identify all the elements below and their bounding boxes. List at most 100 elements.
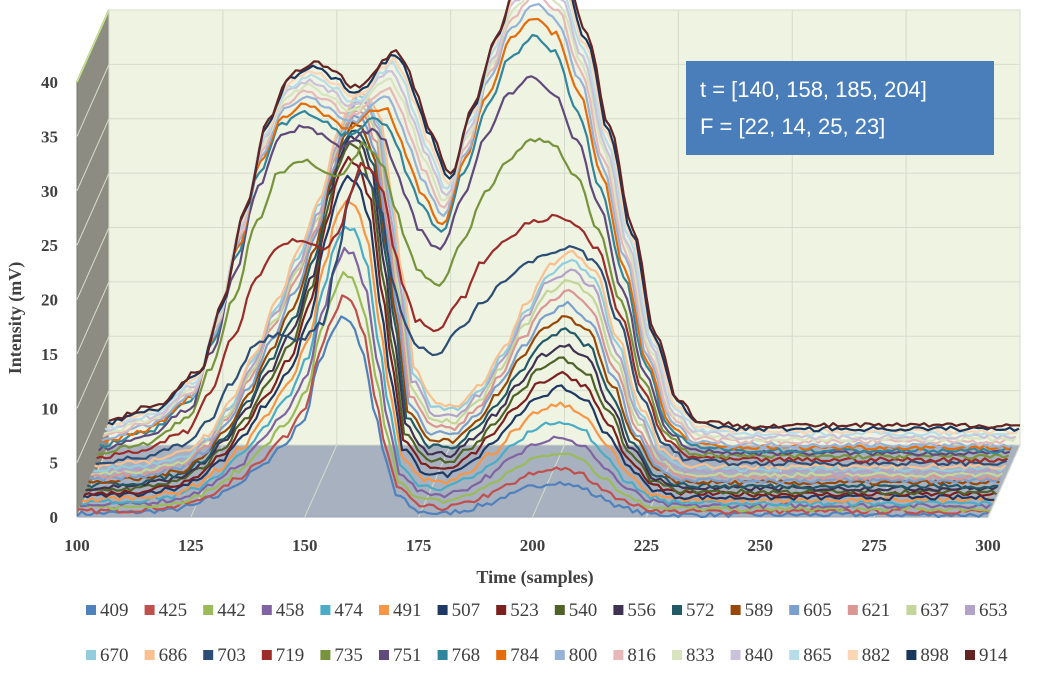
- annotation-background: [686, 61, 994, 155]
- series-line-507: [82, 174, 995, 502]
- gridline-horizontal-side: [76, 336, 110, 409]
- x-tick-label: 125: [178, 536, 204, 555]
- legend-label: 768: [452, 645, 481, 666]
- legend-label: 703: [217, 645, 246, 666]
- legend-entry: 589: [730, 600, 774, 621]
- legend-label: 784: [510, 645, 539, 666]
- annotation-line-times: t = [140, 158, 185, 204]: [700, 77, 927, 102]
- legend-label: 686: [159, 645, 188, 666]
- legend-entry: 605: [789, 600, 832, 621]
- legend-swatch: [261, 605, 272, 615]
- legend-label: 474: [334, 600, 363, 621]
- series-line-686: [94, 90, 1007, 470]
- legend-entry: 882: [847, 645, 891, 666]
- legend-entry: 425: [144, 600, 187, 621]
- y-tick-label: 25: [41, 236, 58, 255]
- legend-swatch: [906, 650, 917, 660]
- legend-label: 800: [569, 645, 598, 666]
- legend-swatch: [554, 605, 565, 615]
- legend-swatch: [437, 605, 448, 615]
- gridline-horizontal-side: [76, 390, 110, 463]
- series-line-735: [97, 137, 1010, 460]
- y-tick-label: 0: [50, 508, 59, 527]
- legend-swatch: [730, 650, 741, 660]
- legend-label: 621: [862, 600, 891, 621]
- series-line-556: [86, 134, 998, 492]
- legend-label: 898: [920, 645, 949, 666]
- series-line-719: [96, 161, 1008, 464]
- legend-swatch: [965, 605, 975, 615]
- legend-swatch: [437, 650, 448, 660]
- series-line-703: [95, 171, 1007, 467]
- x-tick-label: 250: [748, 536, 774, 555]
- series-line-572: [86, 129, 999, 490]
- gridline-horizontal-side: [76, 172, 110, 246]
- legend-swatch: [847, 605, 858, 615]
- series-line-605: [89, 114, 1001, 484]
- series-line-653: [92, 98, 1005, 475]
- legend-label: 914: [979, 645, 1008, 666]
- x-tick-label: 100: [64, 536, 90, 555]
- legend-swatch: [144, 605, 155, 615]
- gridline-vertical-floor: [304, 444, 338, 518]
- legend-swatch: [672, 650, 682, 660]
- legend-entry: 751: [379, 645, 422, 666]
- legend-label: 751: [393, 645, 422, 666]
- x-tick-label: 200: [520, 536, 546, 555]
- legend-label: 719: [276, 645, 305, 666]
- legend: 409 425 442 458 474 491 507 523 540 556 572 589 605 6…: [86, 600, 1008, 666]
- legend-swatch: [261, 650, 272, 660]
- series-layer: [76, 0, 1021, 519]
- legend-label: 589: [745, 600, 774, 621]
- x-tick-label: 275: [861, 536, 887, 555]
- legend-entry: 474: [320, 600, 363, 621]
- legend-swatch: [496, 650, 507, 660]
- series-line-637: [90, 105, 1004, 479]
- legend-swatch: [144, 650, 155, 660]
- x-tick-label: 225: [634, 536, 660, 555]
- legend-entry: 507: [437, 600, 480, 621]
- legend-entry: 637: [906, 600, 949, 621]
- legend-entry: 670: [86, 645, 129, 666]
- legend-swatch: [86, 605, 96, 615]
- legend-swatch: [379, 605, 389, 615]
- gridline-horizontal-side: [76, 64, 110, 137]
- legend-swatch: [86, 650, 96, 660]
- legend-label: 523: [510, 600, 539, 621]
- legend-label: 882: [862, 645, 891, 666]
- series-line-589: [88, 121, 1000, 487]
- series-line-523: [83, 155, 996, 498]
- x-tick-label: 175: [406, 536, 432, 555]
- legend-label: 653: [979, 600, 1008, 621]
- legend-label: 735: [334, 645, 363, 666]
- y-tick-label: 35: [41, 127, 58, 146]
- legend-swatch: [789, 605, 800, 615]
- legend-label: 442: [217, 600, 246, 621]
- legend-entry: 556: [613, 600, 656, 621]
- legend-label: 670: [100, 645, 129, 666]
- legend-entry: 491: [379, 600, 422, 621]
- legend-label: 556: [627, 600, 656, 621]
- gridline-vertical-floor: [987, 444, 1021, 518]
- legend-swatch: [613, 605, 624, 615]
- gridline-horizontal-side: [76, 281, 110, 355]
- gridline-vertical-floor: [532, 444, 565, 518]
- legend-entry: 768: [437, 645, 481, 666]
- legend-entry: 719: [261, 645, 305, 666]
- legend-label: 637: [920, 600, 949, 621]
- legend-entry: 621: [847, 600, 891, 621]
- legend-entry: 458: [261, 600, 304, 621]
- legend-entry: 686: [144, 645, 188, 666]
- legend-label: 491: [393, 600, 422, 621]
- legend-label: 865: [803, 645, 832, 666]
- legend-label: 840: [745, 645, 774, 666]
- legend-swatch: [847, 650, 858, 660]
- axis-ticks: 0 5 10 15 20 25 30 35 40 100 125 150 175 200 225 250 275…: [41, 73, 1001, 555]
- legend-entry: 784: [496, 645, 539, 666]
- legend-label: 409: [100, 600, 129, 621]
- legend-label: 833: [686, 645, 715, 666]
- legend-label: 540: [569, 600, 598, 621]
- legend-label: 605: [803, 600, 832, 621]
- legend-entry: 833: [672, 645, 715, 666]
- legend-swatch: [496, 605, 507, 615]
